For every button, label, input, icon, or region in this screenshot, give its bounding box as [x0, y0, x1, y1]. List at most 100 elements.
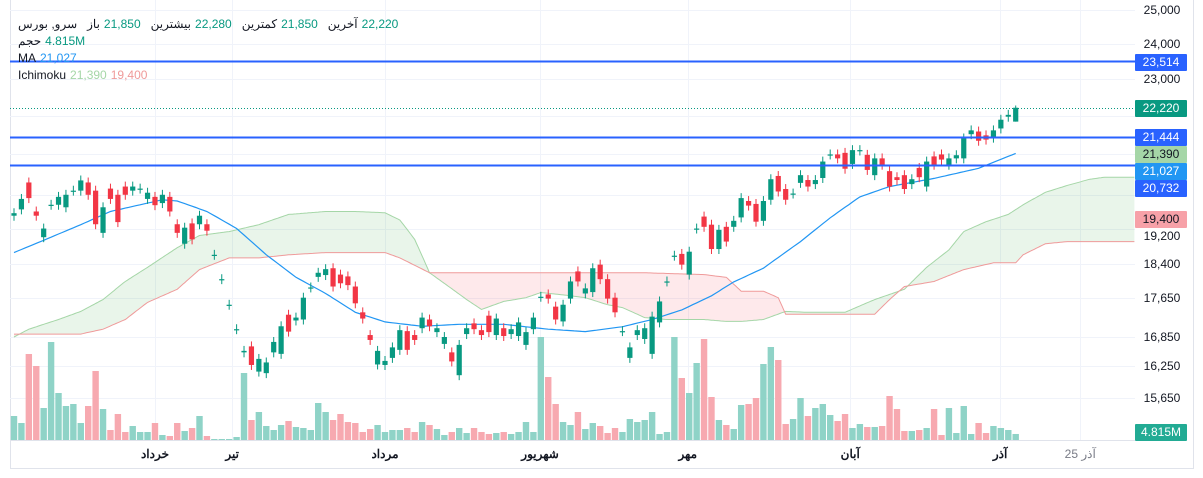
candle-body	[968, 130, 974, 135]
candle-body	[471, 323, 477, 330]
candle	[597, 259, 603, 285]
line-mid-badge[interactable]: 21,444	[1135, 129, 1187, 146]
candle	[18, 193, 25, 215]
line-low-badge[interactable]: 20,732	[1135, 180, 1187, 197]
candle-body	[144, 192, 151, 199]
volume-bar	[522, 422, 530, 440]
candle-body	[330, 268, 336, 287]
volume-bar	[1005, 430, 1012, 440]
candle-body	[55, 196, 62, 205]
volume-bar	[686, 393, 693, 440]
line-top-badge[interactable]: 23,514	[1135, 54, 1187, 71]
candle	[241, 345, 247, 358]
volume-bar	[908, 431, 916, 440]
candle-body	[857, 150, 863, 152]
volume-bar	[700, 339, 708, 440]
candle	[93, 185, 99, 230]
volume-bar	[945, 408, 953, 440]
volume-bar	[648, 412, 656, 440]
volume-bar	[240, 373, 248, 440]
candle	[827, 149, 833, 160]
candle	[345, 271, 351, 291]
volume-bar	[730, 429, 737, 440]
volume-bar	[18, 423, 25, 440]
candle-body	[501, 328, 507, 337]
candle-body	[530, 317, 536, 330]
volume-bar	[789, 419, 797, 440]
candle	[560, 299, 566, 327]
candle	[619, 326, 626, 337]
volume-bar	[255, 412, 263, 440]
low-label: کمترین	[241, 17, 278, 31]
volume-bar	[25, 354, 33, 440]
volume-bar	[656, 434, 663, 440]
volume-bar	[329, 420, 337, 440]
volume-row[interactable]: حجم 4.815M	[18, 33, 398, 50]
candle	[723, 221, 729, 247]
moving-average-line	[13, 152, 1016, 333]
candle	[946, 153, 952, 170]
candle	[382, 355, 388, 370]
volume-bar	[827, 415, 834, 440]
candle	[812, 175, 818, 190]
ma-row[interactable]: MA 21,027	[18, 50, 398, 67]
candle-body	[545, 294, 551, 299]
candle-body	[456, 344, 462, 376]
volume-bar	[389, 430, 396, 440]
volume-bar	[307, 430, 314, 440]
volume-bar	[136, 432, 144, 440]
volume-bar	[775, 360, 782, 440]
candle-body	[731, 220, 737, 227]
ichimoku-row[interactable]: Ichimoku 21,390 19,400	[18, 67, 398, 84]
volume-bar	[396, 430, 404, 440]
ma-badge: 21,027	[1135, 163, 1187, 180]
volume-bar	[678, 378, 685, 440]
candle	[315, 267, 321, 282]
volume-bar	[33, 366, 40, 440]
candle	[686, 246, 692, 280]
volume-bar	[901, 431, 908, 440]
volume-bar	[277, 425, 285, 440]
candle	[441, 332, 447, 349]
volume-bar	[456, 428, 463, 440]
volume-bar	[47, 342, 55, 440]
high-label: بیشترین	[150, 17, 192, 31]
candle-body	[701, 216, 707, 227]
volume-bar	[359, 432, 366, 440]
ichimoku-span-a-line	[13, 176, 1135, 338]
symbol-name[interactable]: سرو, بورس	[18, 17, 78, 31]
candle-body	[167, 196, 173, 212]
candle-body	[894, 177, 900, 181]
candle-body	[33, 211, 39, 216]
candle-body	[827, 154, 833, 156]
horizontal-lines[interactable]	[10, 60, 1135, 167]
volume-bar	[159, 435, 166, 440]
candle-body	[204, 224, 210, 231]
volume-bar	[166, 436, 174, 440]
price-axis-label: 18,400	[1143, 256, 1181, 271]
candle	[456, 339, 462, 381]
candle	[998, 114, 1004, 134]
candle-body	[374, 350, 381, 365]
candle-body	[41, 228, 47, 238]
open-value: 21,850	[103, 17, 141, 31]
candle	[538, 291, 544, 302]
volume-bar	[671, 337, 678, 440]
ma-label: MA	[18, 51, 36, 65]
volume-bar	[40, 408, 47, 440]
candle-body	[352, 286, 358, 304]
candle	[85, 177, 91, 200]
volume-bar	[211, 439, 218, 440]
volume-bar	[62, 406, 70, 440]
volume-bar	[559, 422, 567, 440]
candle-body	[938, 154, 945, 160]
candle-body	[122, 186, 128, 195]
volume-bar	[493, 433, 500, 440]
candle-body	[872, 158, 878, 176]
volume-bar	[589, 423, 596, 440]
candle-body	[553, 306, 559, 320]
candle-body	[18, 198, 25, 210]
candle	[612, 292, 618, 318]
candle	[449, 347, 455, 367]
